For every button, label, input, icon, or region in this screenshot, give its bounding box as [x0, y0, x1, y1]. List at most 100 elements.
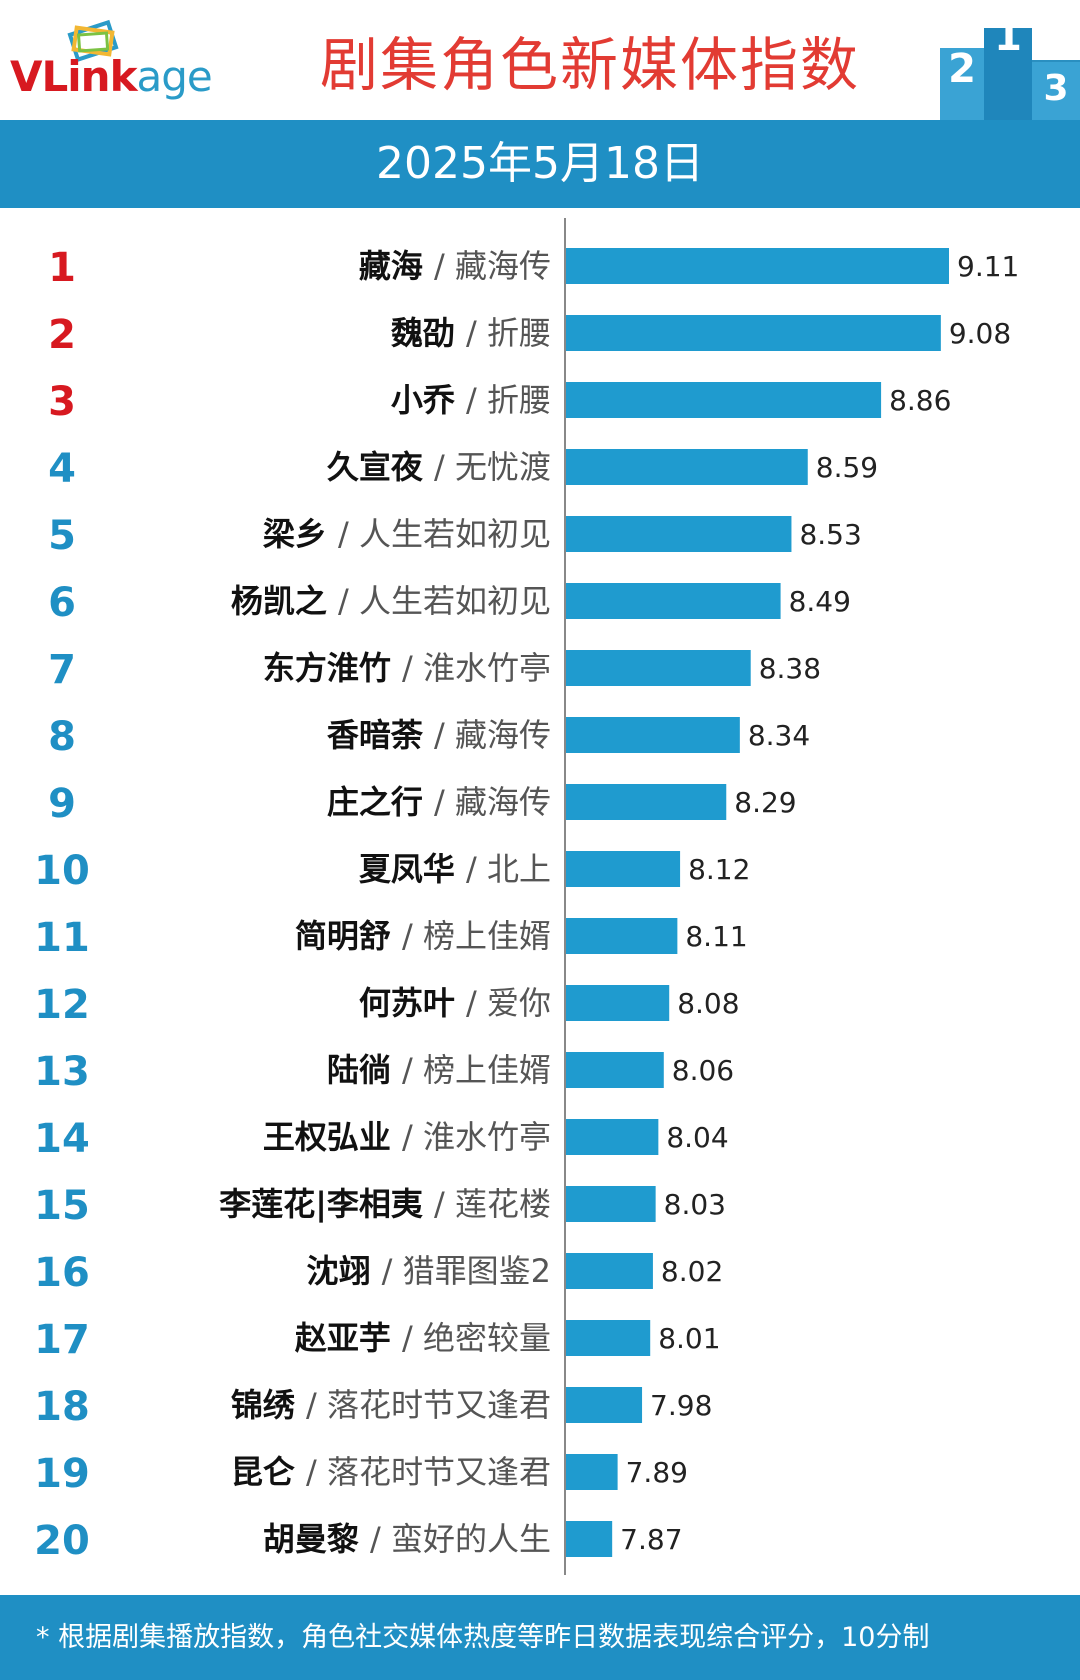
value-label: 8.08	[677, 987, 739, 1020]
show-name: / 人生若如初见	[338, 582, 551, 620]
podium-2: 2	[948, 46, 976, 92]
bar	[566, 985, 670, 1021]
value-label: 8.06	[672, 1054, 734, 1087]
row-label: 庄之行 / 藏海传	[327, 783, 551, 821]
date-banner: 2025年5月18日	[0, 120, 1080, 208]
rank-number: 8	[48, 714, 76, 760]
show-name: / 猎罪图鉴2	[382, 1252, 551, 1290]
footer-banner: * 根据剧集播放指数，角色社交媒体热度等昨日数据表现综合评分，10分制	[0, 1595, 1080, 1680]
value-label: 8.29	[734, 786, 796, 819]
bar	[566, 1119, 659, 1155]
value-label: 8.34	[748, 719, 810, 752]
page-title: 剧集角色新媒体指数	[319, 31, 860, 99]
character-name: 胡曼黎	[263, 1520, 370, 1558]
character-name: 久宣夜	[327, 448, 434, 486]
show-name: / 落花时节又逢君	[306, 1386, 551, 1424]
rank-number: 3	[48, 379, 76, 425]
character-name: 小乔	[391, 381, 466, 419]
row-label: 香暗荼 / 藏海传	[327, 716, 551, 754]
show-name: / 绝密较量	[402, 1319, 551, 1357]
character-name: 夏凤华	[359, 850, 466, 888]
show-name: / 北上	[466, 850, 551, 888]
date-label: 2025年5月18日	[376, 138, 704, 189]
rank-number: 7	[48, 647, 76, 693]
value-label: 7.87	[620, 1523, 682, 1556]
header: VLinkage 剧集角色新媒体指数 2 1 3	[0, 0, 1080, 120]
value-label: 8.11	[685, 920, 747, 953]
rank-number: 9	[48, 781, 76, 827]
character-name: 昆仑	[231, 1453, 306, 1491]
rank-number: 10	[34, 848, 90, 894]
vlinkage-logo: VLinkage	[10, 10, 240, 101]
bar	[566, 784, 727, 820]
row-label: 魏劭 / 折腰	[391, 314, 551, 352]
value-label: 8.12	[688, 853, 750, 886]
bar	[566, 449, 808, 485]
show-name: / 折腰	[466, 381, 551, 419]
show-name: / 落花时节又逢君	[306, 1453, 551, 1491]
value-label: 8.38	[759, 652, 821, 685]
bar	[566, 382, 882, 418]
row-label: 赵亚芋 / 绝密较量	[295, 1319, 551, 1357]
show-name: / 藏海传	[434, 247, 551, 285]
bar	[566, 1320, 651, 1356]
footer-note: * 根据剧集播放指数，角色社交媒体热度等昨日数据表现综合评分，10分制	[36, 1622, 930, 1653]
value-label: 7.98	[650, 1389, 712, 1422]
bar	[566, 851, 681, 887]
logo-icon	[67, 19, 119, 63]
rank-number: 19	[34, 1451, 90, 1497]
character-name: 藏海	[359, 247, 434, 285]
character-name: 锦绣	[231, 1386, 306, 1424]
rank-number: 13	[34, 1049, 90, 1095]
character-name: 庄之行	[327, 783, 434, 821]
row-label: 小乔 / 折腰	[391, 381, 551, 419]
rank-number: 5	[48, 513, 76, 559]
rank-number: 6	[48, 580, 76, 626]
bar	[566, 1454, 618, 1490]
value-label: 8.03	[664, 1188, 726, 1221]
bar	[566, 918, 678, 954]
rank-number: 18	[34, 1384, 90, 1430]
rank-number: 16	[34, 1250, 90, 1296]
character-name: 简明舒	[295, 917, 402, 955]
row-label: 锦绣 / 落花时节又逢君	[231, 1386, 551, 1424]
podium-icon: 2 1 3	[940, 14, 1080, 120]
value-label: 9.08	[949, 317, 1011, 350]
bar	[566, 1052, 664, 1088]
bar	[566, 1387, 643, 1423]
show-name: / 蛮好的人生	[370, 1520, 551, 1558]
bar	[566, 1253, 653, 1289]
character-name: 魏劭	[391, 314, 466, 352]
row-label: 陆徜 / 榜上佳婿	[327, 1051, 551, 1089]
show-name: / 榜上佳婿	[402, 917, 551, 955]
bar	[566, 717, 740, 753]
logo-text: VLinkage	[10, 52, 213, 101]
character-name: 赵亚芋	[295, 1319, 402, 1357]
value-label: 8.04	[666, 1121, 728, 1154]
value-label: 8.02	[661, 1255, 723, 1288]
row-label: 梁乡 / 人生若如初见	[263, 515, 551, 553]
bar	[566, 516, 792, 552]
rank-number: 14	[34, 1116, 90, 1162]
row-label: 昆仑 / 落花时节又逢君	[231, 1453, 551, 1491]
row-label: 胡曼黎 / 蛮好的人生	[263, 1520, 551, 1558]
row-label: 何苏叶 / 爱你	[359, 984, 551, 1022]
row-label: 杨凯之 / 人生若如初见	[231, 582, 551, 620]
value-label: 9.11	[957, 250, 1019, 283]
bar	[566, 1186, 656, 1222]
bar	[566, 583, 781, 619]
value-label: 7.89	[626, 1456, 688, 1489]
value-label: 8.86	[889, 384, 951, 417]
bar	[566, 315, 941, 351]
ranking-chart: 1 藏海 / 藏海传 9.11 2 魏劭 / 折腰 9.08 3 小乔 / 折腰 8.86 4 久宣…	[34, 218, 1019, 1575]
show-name: / 爱你	[466, 984, 551, 1022]
rank-number: 2	[48, 312, 76, 358]
rank-number: 12	[34, 982, 90, 1028]
row-label: 久宣夜 / 无忧渡	[327, 448, 551, 486]
row-label: 李莲花|李相夷 / 莲花楼	[219, 1185, 551, 1224]
show-name: / 淮水竹亭	[402, 649, 551, 687]
row-label: 东方淮竹 / 淮水竹亭	[263, 649, 551, 687]
show-name: / 淮水竹亭	[402, 1118, 551, 1156]
row-label: 夏凤华 / 北上	[359, 850, 551, 888]
rank-number: 1	[48, 245, 76, 291]
